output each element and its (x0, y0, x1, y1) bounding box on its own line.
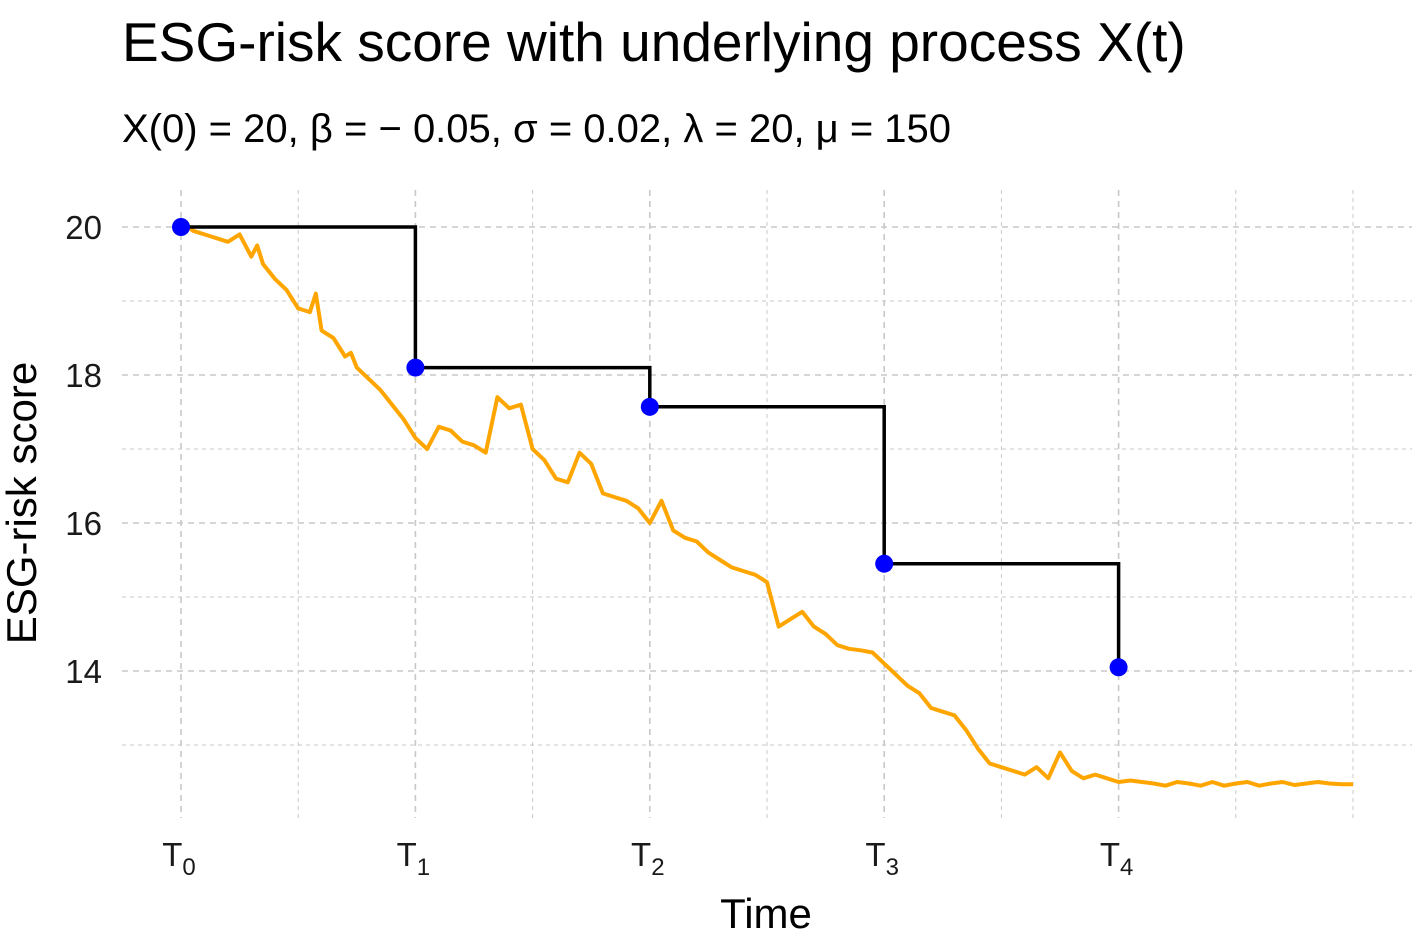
observation-point (172, 218, 190, 236)
x-axis-label: Time (720, 890, 812, 937)
x-tick-label: T4 (1100, 836, 1134, 881)
y-axis-ticks: 14 16 18 20 (65, 209, 102, 690)
x-axis-ticks: T0 T1 T2 T3 T4 (162, 836, 1133, 881)
y-tick-label: 18 (65, 357, 102, 394)
x-tick-label: T3 (865, 836, 899, 881)
x-tick-label: T0 (162, 836, 196, 881)
observation-point (640, 397, 659, 416)
points-layer (172, 218, 1128, 677)
process-line (179, 218, 1353, 788)
x-tick-label: T2 (631, 836, 665, 881)
y-axis-label: ESG-risk score (0, 362, 45, 644)
y-tick-label: 14 (65, 653, 102, 690)
minor-grid (122, 190, 1412, 818)
observation-point (875, 554, 894, 573)
y-tick-label: 20 (65, 209, 102, 246)
chart-title: ESG-risk score with underlying process X… (122, 11, 1186, 73)
y-tick-label: 16 (65, 505, 102, 542)
observation-point (1109, 658, 1128, 677)
chart-subtitle: X(0) = 20, β = − 0.05, σ = 0.02, λ = 20,… (122, 107, 952, 151)
x-tick-label: T1 (397, 836, 431, 881)
observation-point (406, 358, 425, 377)
